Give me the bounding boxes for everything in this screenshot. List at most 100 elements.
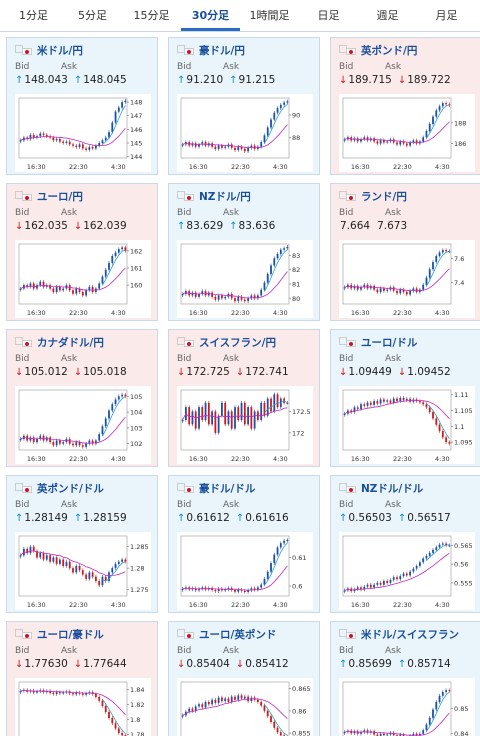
candle [445, 543, 447, 546]
currency-pair-link[interactable]: NZドル/円 [199, 190, 251, 203]
candle [91, 440, 94, 444]
candle [55, 286, 58, 292]
currency-pair-link[interactable]: ユーロ/英ポンド [199, 628, 277, 641]
bid-label: Bid [339, 500, 354, 510]
mini-chart[interactable]: 0.61 0.6 16:30 22:30 4:30 [177, 532, 313, 610]
candle [266, 710, 269, 717]
candle [425, 724, 428, 731]
moving-average-line [20, 550, 126, 577]
tab-timeframe[interactable]: 30分足 [181, 0, 240, 31]
candle [270, 563, 272, 572]
candle [88, 147, 91, 150]
currency-pair-link[interactable]: 米ドル/円 [37, 44, 83, 57]
candle [19, 438, 22, 441]
timeframe-tabs: 1分足 5分足 15分足 30分足 1時間足 日足 週足 月足 [0, 0, 480, 32]
moving-average-line [20, 416, 126, 444]
mini-chart[interactable]: 162 161 160 16:30 22:30 4:30 [15, 240, 151, 318]
rate-card[interactable]: NZドル/円 Bid Ask ↑83.629 ↑83.636 83 82 81 80 1… [168, 183, 320, 321]
rate-card[interactable]: ユーロ/豪ドル Bid Ask ↓1.77630 ↓1.77644 1.84 1.… [6, 621, 158, 736]
mini-chart[interactable]: 83 82 81 80 16:30 22:30 4:30 [177, 240, 313, 318]
rate-card[interactable]: 豪ドル/ドル Bid Ask ↑0.61612 ↑0.61616 0.61 0.6… [168, 475, 320, 613]
rate-card[interactable]: ユーロ/円 Bid Ask ↓162.035 ↓162.039 162 161 16… [6, 183, 158, 321]
candle [85, 693, 87, 695]
currency-pair-link[interactable]: スイスフラン/円 [199, 336, 277, 349]
tab-timeframe[interactable]: 週足 [376, 9, 399, 22]
mini-chart[interactable]: 90 88 16:30 22:30 4:30 [177, 94, 313, 172]
candle [286, 246, 289, 249]
rate-card[interactable]: 英ポンド/円 Bid Ask ↓189.715 ↓189.722 188 186 1… [330, 37, 480, 175]
prices: ↑0.61612 ↑0.61616 [177, 512, 311, 525]
currency-pair-link[interactable]: 豪ドル/円 [199, 44, 245, 57]
candle [81, 693, 84, 695]
currency-pair-link[interactable]: 英ポンド/ドル [37, 482, 104, 495]
bid-value: 189.715 [348, 74, 392, 86]
currency-pair-link[interactable]: カナダドル/円 [37, 336, 104, 349]
bid-ask-labels: Bid Ask [15, 208, 149, 219]
down-arrow-icon: ↓ [397, 367, 407, 378]
rate-card[interactable]: 米ドル/スイスフラン Bid Ask ↑0.85699 ↑0.85714 0.8… [330, 621, 480, 736]
bid-value: 0.85699 [348, 658, 392, 670]
candle [124, 394, 127, 397]
mini-chart[interactable]: 1.11 1.105 1.1 1.095 16:30 22:30 4:30 [339, 386, 475, 464]
candle [19, 555, 22, 557]
currency-pair-link[interactable]: ユーロ/豪ドル [37, 628, 104, 641]
rate-card[interactable]: 英ポンド/ドル Bid Ask ↑1.28149 ↑1.28159 1.285 1… [6, 475, 158, 613]
tab-timeframe[interactable]: 15分足 [133, 9, 170, 22]
candle [101, 276, 104, 284]
candle [211, 699, 213, 705]
tab-timeframe[interactable]: 日足 [317, 9, 340, 22]
currency-pair-link[interactable]: ユーロ/円 [37, 190, 83, 203]
candle [214, 590, 217, 592]
candle [438, 544, 441, 548]
mini-chart[interactable]: 0.565 0.56 0.555 16:30 22:30 4:30 [339, 532, 475, 610]
rate-card[interactable]: ユーロ/ドル Bid Ask ↓1.09449 ↓1.09452 1.11 1.1… [330, 329, 480, 467]
candle [428, 552, 431, 556]
ask-label: Ask [385, 208, 402, 218]
moving-average-line [344, 268, 450, 292]
currency-pair-link[interactable]: 豪ドル/ドル [199, 482, 256, 495]
up-arrow-icon: ↑ [15, 513, 24, 524]
rate-card[interactable]: ユーロ/英ポンド Bid Ask ↓0.85404 ↓0.85412 0.865… [168, 621, 320, 736]
tab-timeframe[interactable]: 1時間足 [249, 9, 290, 22]
x-tick-label: 16:30 [351, 601, 370, 609]
candle [379, 288, 382, 292]
tab-timeframe[interactable]: 月足 [435, 9, 458, 22]
mini-chart[interactable]: 7.6 7.4 16:30 22:30 4:30 [339, 240, 475, 318]
bid-ask-labels: Bid Ask [15, 354, 149, 365]
rate-card[interactable]: スイスフラン/円 Bid Ask ↓172.725 ↓172.741 172.5… [168, 329, 320, 467]
currency-pair-link[interactable]: ユーロ/ドル [361, 336, 418, 349]
rate-card[interactable]: ランド/円 Bid Ask 7.664 7.673 7.6 7.4 16:30 22:… [330, 183, 480, 321]
y-tick-label: 1.82 [130, 701, 144, 709]
x-tick-label: 16:30 [189, 309, 208, 317]
rate-card[interactable]: NZドル/ドル Bid Ask ↑0.56503 ↑0.56517 0.565 0… [330, 475, 480, 613]
mini-chart[interactable]: 1.285 1.28 1.275 16:30 22:30 4:30 [15, 532, 151, 610]
candle [432, 709, 434, 718]
mini-chart[interactable]: 188 186 16:30 22:30 4:30 [339, 94, 475, 172]
tab-timeframe[interactable]: 5分足 [78, 9, 107, 22]
currency-pair-link[interactable]: NZドル/ドル [361, 482, 424, 495]
rate-card[interactable]: 米ドル/円 Bid Ask ↑148.043 ↑148.045 148 147 14… [6, 37, 158, 175]
candle [201, 407, 204, 420]
currency-pair-link[interactable]: 米ドル/スイスフラン [361, 628, 460, 641]
candle [415, 733, 418, 736]
candle [283, 102, 285, 105]
currency-pair-link[interactable]: 英ポンド/円 [361, 44, 418, 57]
ask-label: Ask [223, 354, 240, 364]
up-arrow-icon: ↑ [177, 221, 186, 232]
rate-card[interactable]: カナダドル/円 Bid Ask ↓105.012 ↓105.018 105 104… [6, 329, 158, 467]
mini-chart[interactable]: 148 147 146 145 144 16:30 22:30 4:30 [15, 94, 151, 172]
tab-timeframe[interactable]: 1分足 [19, 9, 48, 22]
moving-average-short-line [426, 544, 450, 561]
currency-pair-link[interactable]: ランド/円 [361, 190, 407, 203]
y-tick-label: 80 [292, 295, 300, 303]
candlestick-chart: 0.61 0.6 16:30 22:30 4:30 [177, 532, 313, 610]
mini-chart[interactable]: 105 104 103 102 16:30 22:30 4:30 [15, 386, 151, 464]
candle [49, 555, 51, 562]
candle [26, 548, 29, 554]
rate-card[interactable]: 豪ドル/円 Bid Ask ↑91.210 ↑91.215 90 88 16:30 2… [168, 37, 320, 175]
up-arrow-icon: ↑ [229, 221, 238, 232]
mini-chart[interactable]: 172.5 172 16:30 22:30 4:30 [177, 386, 313, 464]
